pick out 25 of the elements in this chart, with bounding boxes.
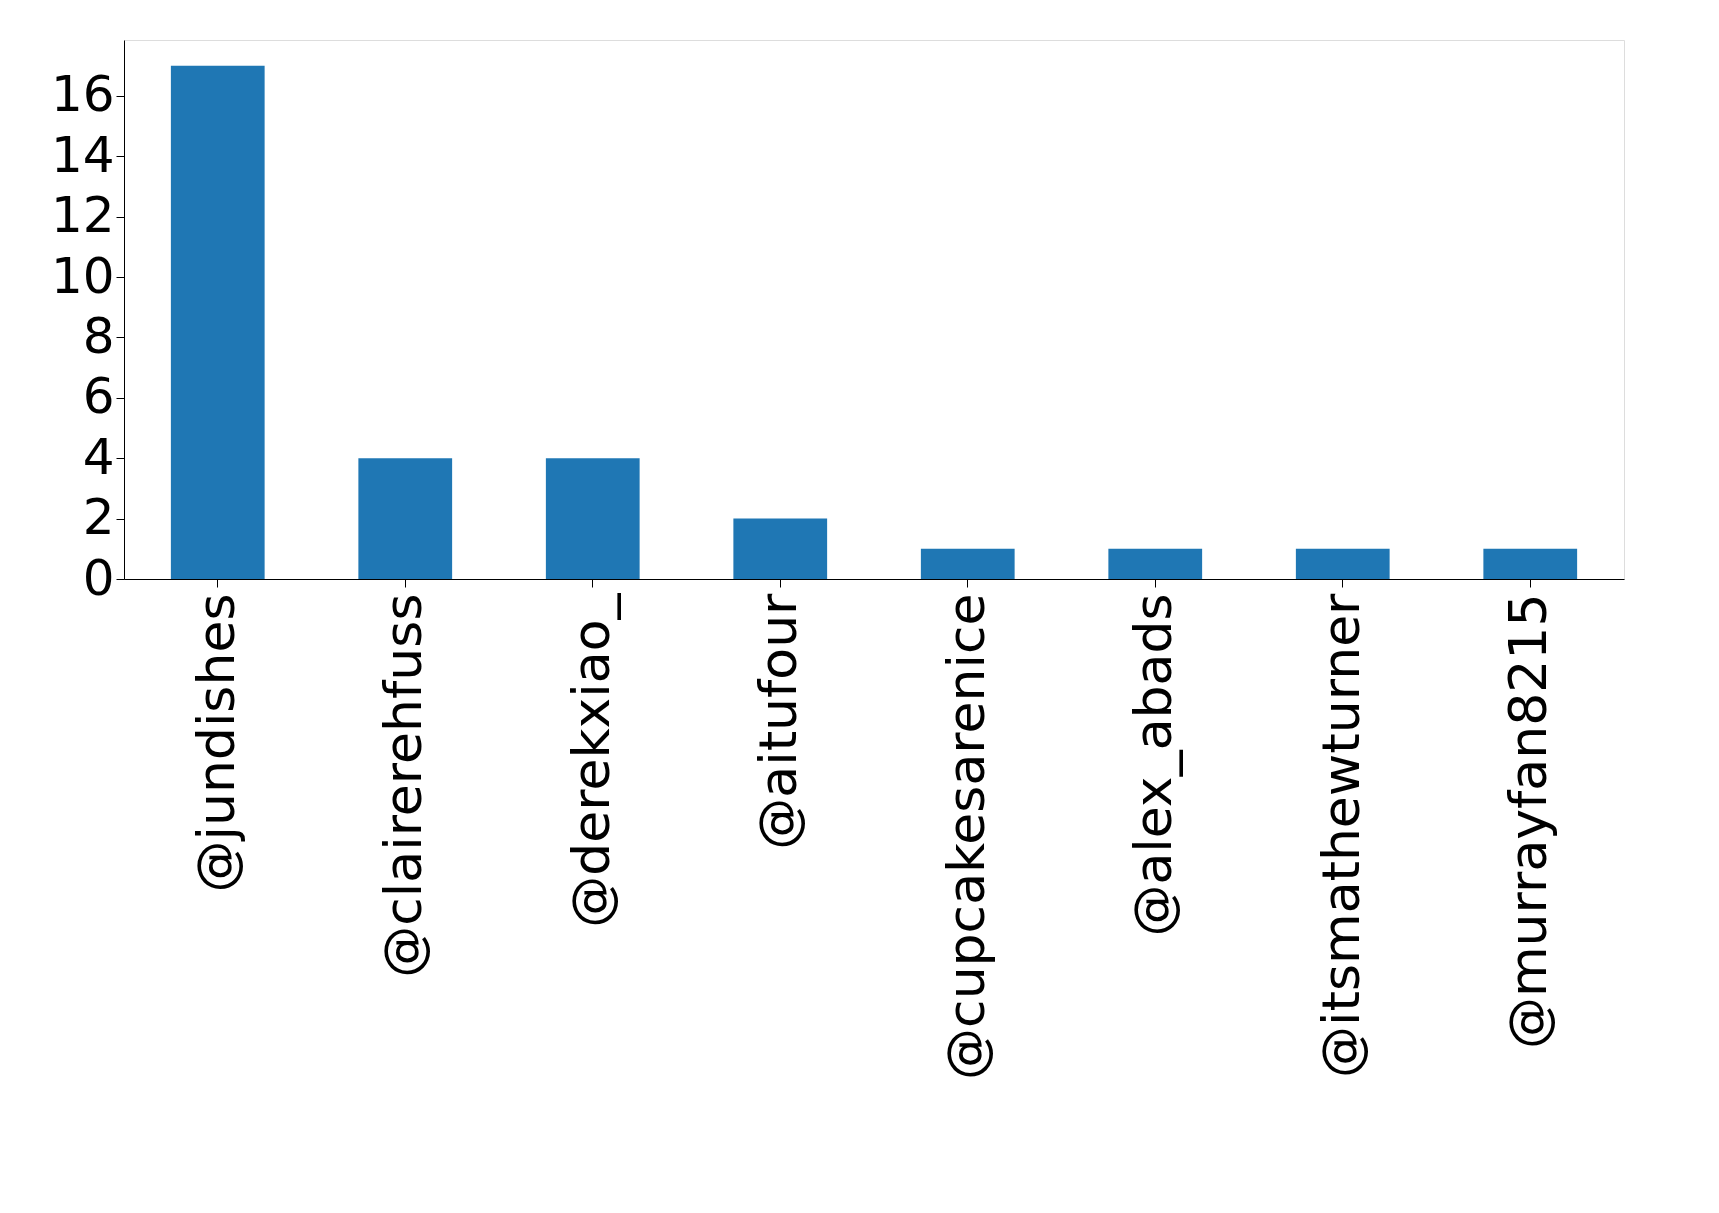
x-tick-label: @alex_abads [1123, 593, 1184, 937]
bar [1295, 548, 1390, 579]
bar [733, 518, 828, 579]
x-tick-label: @itsmathewturner [1310, 592, 1371, 1078]
y-tick-label: 2 [82, 488, 115, 547]
bar [920, 548, 1015, 579]
bar [1483, 548, 1578, 579]
bar [170, 65, 265, 579]
x-tick-label: @aitufour [748, 592, 809, 850]
y-tick-label: 8 [82, 306, 115, 365]
bar [358, 458, 453, 579]
x-tick-label: @jundishes [185, 593, 246, 893]
x-tick-label: @murrayfan8215 [1498, 593, 1559, 1050]
x-tick-label: @clairerehfuss [373, 593, 434, 978]
y-tick-label: 6 [82, 367, 115, 426]
y-tick-label: 10 [50, 246, 115, 305]
y-tick-label: 0 [82, 548, 115, 607]
x-tick-label: @derekxiao_ [560, 592, 621, 928]
bar [545, 458, 640, 579]
x-tick-label: @cupcakesarenice [935, 593, 996, 1080]
y-tick-label: 16 [50, 65, 115, 124]
y-tick-label: 4 [82, 427, 115, 486]
y-tick-label: 14 [50, 125, 115, 184]
bar [1108, 548, 1203, 579]
y-tick-label: 12 [50, 186, 115, 245]
